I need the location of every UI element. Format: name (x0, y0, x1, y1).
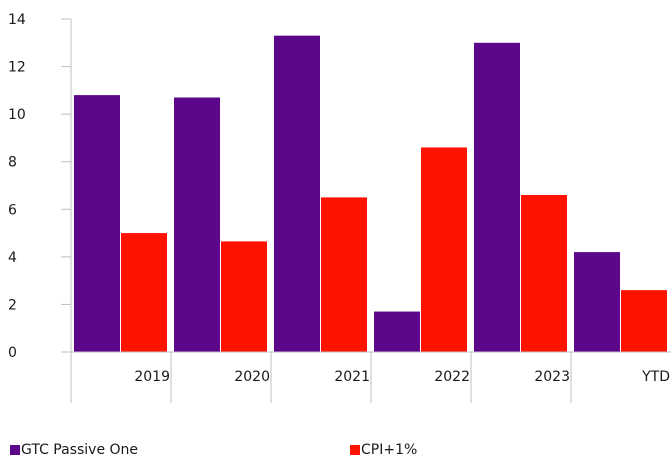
bar-gtc-passive-one-2023 (474, 42, 520, 353)
y-tick-label: 12 (8, 60, 26, 76)
x-tick-label: YTD (641, 369, 670, 385)
bar-cpi-2022 (421, 147, 467, 352)
x-tick-label: 2023 (534, 369, 570, 385)
legend-item-gtc-passive-one: GTC Passive One (10, 442, 138, 458)
y-axis: 0 2 4 6 8 10 12 14 (8, 12, 72, 403)
y-tick-label: 6 (8, 202, 17, 218)
y-tick-label: 10 (8, 107, 26, 123)
y-tick-label: 0 (8, 345, 17, 361)
legend-label-cpi: CPI+1% (361, 442, 418, 458)
y-tick-label: 4 (8, 250, 17, 266)
bar-cpi-2021 (321, 197, 367, 352)
y-tick-label: 8 (8, 155, 17, 171)
bar-gtc-passive-one-2022 (374, 311, 420, 352)
x-tick-label: 2021 (334, 369, 370, 385)
bar-cpi-ytd (621, 290, 667, 352)
x-tick-label: 2019 (134, 369, 170, 385)
legend-swatch-gtc (10, 445, 20, 455)
y-tick-label: 14 (8, 12, 26, 28)
y-tick-label: 2 (8, 297, 17, 313)
legend-label-gtc: GTC Passive One (21, 442, 139, 458)
bar-cpi-2020 (221, 241, 267, 352)
x-axis: 2019 2020 2021 2022 2023 YTD (71, 351, 671, 403)
legend-swatch-cpi (350, 445, 360, 455)
x-tick-label: 2020 (234, 369, 270, 385)
bar-gtc-passive-one-ytd (574, 252, 620, 352)
bar-cpi-2023 (521, 195, 567, 352)
bar-gtc-passive-one-2019 (74, 95, 120, 352)
bar-gtc-passive-one-2020 (174, 97, 220, 352)
bars (74, 35, 667, 353)
bar-gtc-passive-one-2021 (274, 35, 320, 353)
bar-cpi-2019 (121, 233, 167, 352)
x-tick-label: 2022 (434, 369, 470, 385)
legend-item-cpi: CPI+1% (350, 442, 417, 458)
